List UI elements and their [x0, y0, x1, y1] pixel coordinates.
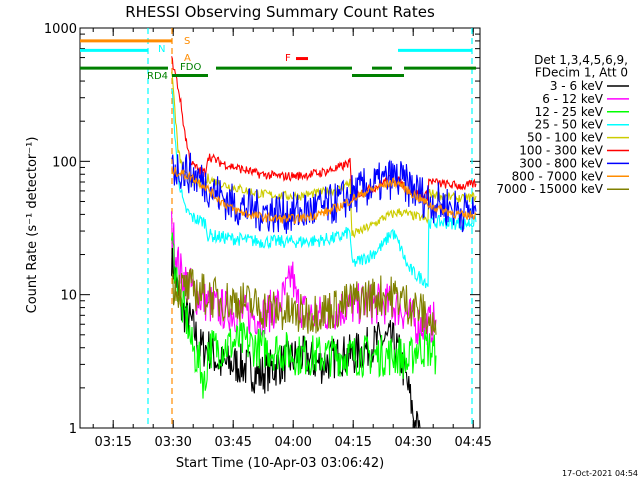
- legend-entry-label: 6 - 12 keV: [542, 92, 604, 106]
- legend-header: Det 1,3,4,5,6,9,FDecim 1, Att 0: [534, 53, 628, 80]
- legend-entry: 3 - 6 keV: [550, 79, 629, 93]
- flag-label: N: [158, 44, 165, 55]
- plot-frame: [79, 27, 481, 429]
- plot-area: [79, 27, 481, 429]
- legend-entry-label: 800 - 7000 keV: [512, 169, 604, 183]
- x-tick-label: 03:30: [154, 435, 191, 450]
- legend-entry: 25 - 50 keV: [535, 118, 629, 132]
- legend-entry: 50 - 100 keV: [527, 131, 629, 145]
- legend-entry: 7000 - 15000 keV: [496, 182, 629, 196]
- legend: Det 1,3,4,5,6,9,FDecim 1, Att 0 3 - 6 ke…: [496, 53, 629, 196]
- series-line: [171, 166, 477, 224]
- flag-label: FDO: [180, 62, 201, 73]
- chart-title: RHESSI Observing Summary Count Rates: [125, 3, 435, 21]
- x-tick-label: 04:30: [394, 435, 431, 450]
- x-tick-label: 03:15: [94, 435, 131, 450]
- flag-label: RD4: [147, 71, 168, 82]
- y-tick-label: 100: [52, 155, 77, 170]
- series-layer: [171, 56, 477, 429]
- legend-entry-label: 100 - 300 keV: [519, 144, 603, 158]
- legend-entry-label: 3 - 6 keV: [550, 79, 604, 93]
- legend-entry-label: 12 - 25 keV: [535, 105, 604, 119]
- x-axis-label: Start Time (10-Apr-03 03:06:42): [176, 456, 384, 471]
- legend-entry-label: 50 - 100 keV: [527, 131, 604, 145]
- y-tick-label: 10: [60, 289, 77, 304]
- flag-label: A: [184, 53, 191, 64]
- y-axis-label: Count Rate (s⁻¹ detector⁻¹): [25, 137, 40, 314]
- y-tick-labels: 1 10 100 1000: [44, 22, 77, 437]
- legend-header-line: FDecim 1, Att 0: [535, 66, 628, 80]
- series-line: [171, 232, 437, 399]
- legend-entry-label: 25 - 50 keV: [535, 118, 604, 132]
- flag-label: S: [184, 36, 190, 47]
- series-line: [171, 88, 477, 289]
- series-line: [171, 268, 437, 336]
- series-line: [171, 56, 477, 202]
- axis-ticks: [80, 27, 480, 429]
- legend-header-line: Det 1,3,4,5,6,9,: [534, 53, 628, 67]
- flags-layer: S N A F FDO RD4: [80, 36, 476, 82]
- x-tick-label: 04:15: [334, 435, 371, 450]
- x-tick-label: 04:00: [274, 435, 311, 450]
- legend-entry: 800 - 7000 keV: [512, 169, 629, 183]
- x-tick-label: 03:45: [214, 435, 251, 450]
- legend-entry: 6 - 12 keV: [542, 92, 629, 106]
- legend-entry-label: 300 - 800 keV: [519, 156, 603, 170]
- legend-entry-label: 7000 - 15000 keV: [496, 182, 603, 196]
- legend-entry: 12 - 25 keV: [535, 105, 629, 119]
- legend-entry: 100 - 300 keV: [519, 144, 629, 158]
- y-tick-label: 1: [69, 422, 77, 437]
- timestamp: 17-Oct-2021 04:54: [562, 469, 638, 478]
- series-line: [171, 240, 421, 429]
- x-tick-label: 04:45: [454, 435, 491, 450]
- series-line: [171, 71, 477, 239]
- flag-label: F: [285, 53, 291, 64]
- y-tick-label: 1000: [44, 22, 77, 37]
- x-tick-labels: 03:15 03:30 03:45 04:00 04:15 04:30 04:45: [94, 435, 491, 450]
- legend-entry: 300 - 800 keV: [519, 156, 629, 170]
